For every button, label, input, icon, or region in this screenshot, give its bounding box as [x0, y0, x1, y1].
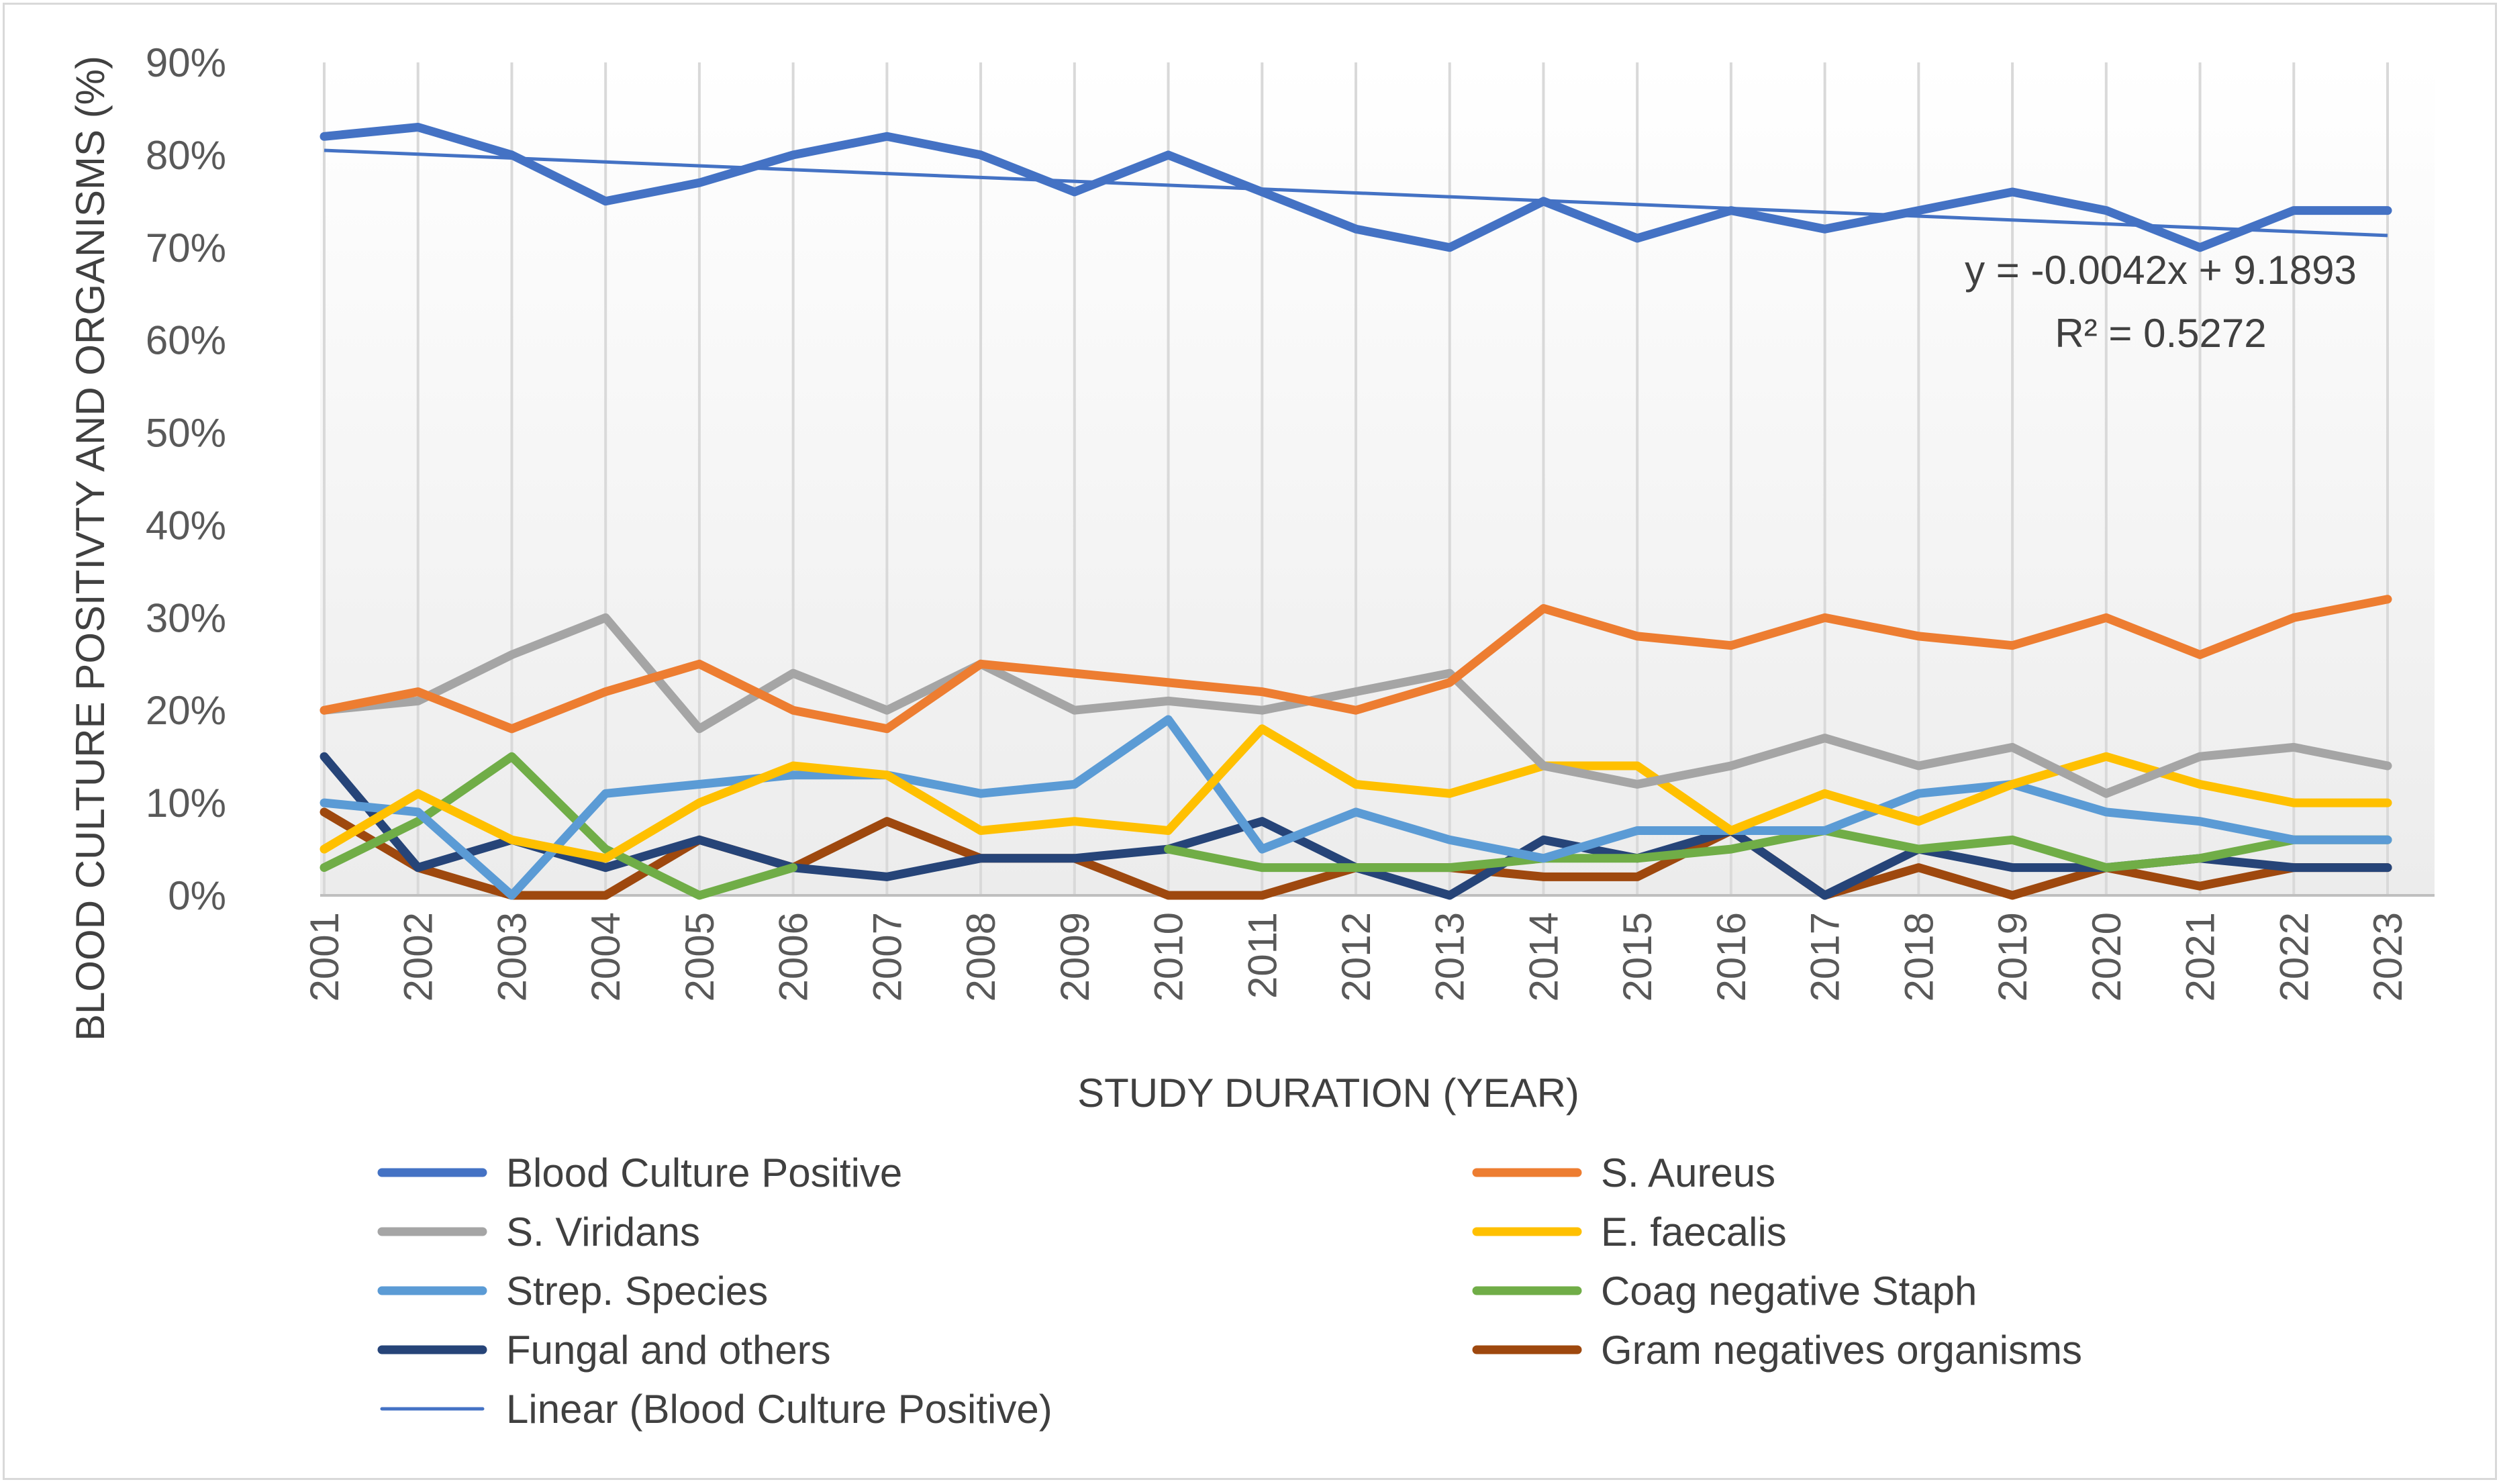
legend-label: Blood Culture Positive	[506, 1150, 902, 1195]
x-tick-label: 2009	[1052, 912, 1097, 1001]
series-line-s-viridans-0	[320, 613, 2392, 798]
x-tick-label: 2018	[1896, 912, 1941, 1001]
x-tick-label: 2003	[489, 912, 534, 1001]
axes: 0% 10% 20% 30% 40% 50% 60% 70% 80% 90% 2001 2002 200…	[146, 40, 2435, 1001]
series-line-e-faecalis-0	[320, 724, 2392, 863]
legend-label: S. Aureus	[1601, 1150, 1775, 1195]
x-tick-label: 2014	[1521, 912, 1566, 1001]
y-tick-label: 20%	[146, 688, 226, 733]
series-line-blood-culture-positive-0	[320, 123, 2392, 252]
legend-label: S. Viridans	[506, 1209, 700, 1254]
x-tick-label: 2004	[583, 912, 628, 1001]
x-tick-label: 2001	[302, 912, 347, 1001]
trendline-r-squared: R² = 0.5272	[2055, 311, 2266, 356]
x-tick-label: 2010	[1146, 912, 1191, 1001]
x-tick-label: 2011	[1240, 912, 1285, 999]
gridlines	[323, 62, 2389, 895]
chart-frame: 0% 10% 20% 30% 40% 50% 60% 70% 80% 90% 2001 2002 200…	[3, 3, 2497, 1480]
x-tick-label: 2008	[959, 912, 1003, 1001]
x-tick-label: 2007	[865, 912, 910, 1001]
y-tick-label: 0%	[168, 873, 226, 918]
x-tick-label: 2017	[1803, 912, 1848, 1001]
y-tick-label: 50%	[146, 411, 226, 456]
legend-label: Fungal and others	[506, 1328, 831, 1373]
x-tick-label: 2022	[2271, 912, 2316, 1001]
x-axis-title: STUDY DURATION (YEAR)	[1077, 1071, 1579, 1116]
y-tick-label: 10%	[146, 781, 226, 826]
series-line-coag-negative-staph-0	[320, 752, 798, 900]
y-tick-label: 80%	[146, 133, 226, 178]
line-chart: 0% 10% 20% 30% 40% 50% 60% 70% 80% 90% 2001 2002 200…	[68, 40, 2435, 1432]
legend-label: Gram negatives organisms	[1601, 1328, 2082, 1373]
y-axis-title: BLOOD CULTURE POSITIVTY AND ORGANISMS (%…	[68, 56, 113, 1041]
x-tick-label: 2013	[1428, 912, 1473, 1001]
trendline	[324, 148, 2388, 238]
x-tick-label: 2015	[1615, 912, 1660, 1001]
series-lines	[320, 123, 2392, 900]
x-tick-label: 2023	[2365, 912, 2410, 1001]
x-tick-label: 2019	[1990, 912, 2035, 1001]
series-line-s-aureus-0	[320, 595, 2392, 734]
x-tick-label: 2002	[396, 912, 441, 1001]
legend-label: Coag negative Staph	[1601, 1269, 1977, 1314]
x-tick-label: 2005	[677, 912, 722, 1001]
x-tick-label: 2012	[1334, 912, 1379, 1001]
x-tick-label: 2020	[2084, 912, 2129, 1001]
y-tick-label: 30%	[146, 595, 226, 640]
legend-label: Strep. Species	[506, 1269, 768, 1314]
plot-area-background	[320, 62, 2435, 895]
trendline-linear	[324, 148, 2388, 238]
x-tick-label: 2021	[2178, 912, 2223, 1001]
y-tick-label: 40%	[146, 503, 226, 548]
series-line-coag-negative-staph-1	[1164, 826, 2392, 873]
y-tick-label: 70%	[146, 226, 226, 270]
y-tick-label: 90%	[146, 40, 226, 85]
legend: Blood Culture Positive S. Aureus S. Virida…	[377, 1150, 2082, 1432]
x-tick-label: 2016	[1709, 912, 1754, 1001]
legend-label: Linear (Blood Culture Positive)	[506, 1387, 1052, 1432]
series-line-strep-species-0	[320, 715, 2392, 900]
x-tick-label: 2006	[771, 912, 816, 1001]
trendline-equation: y = -0.0042x + 9.1893	[1965, 248, 2357, 293]
y-tick-label: 60%	[146, 318, 226, 363]
legend-label: E. faecalis	[1601, 1209, 1787, 1254]
